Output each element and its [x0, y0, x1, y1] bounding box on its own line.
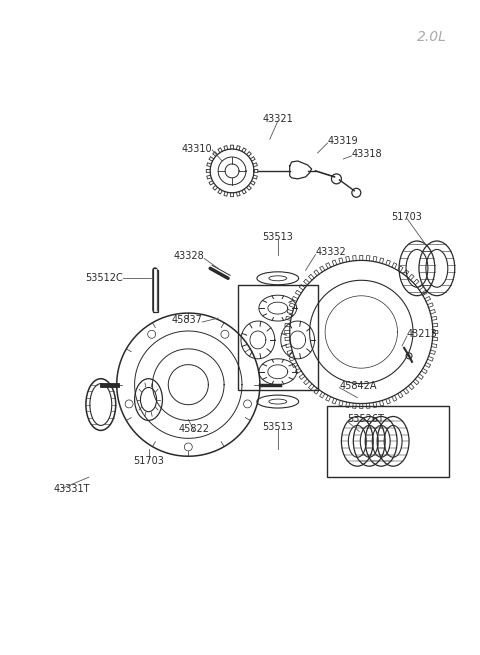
Bar [153, 271, 158, 312]
Text: 53513: 53513 [263, 422, 293, 432]
Text: 43331T: 43331T [53, 484, 90, 494]
Text: 2.0L: 2.0L [417, 29, 447, 44]
Text: 43319: 43319 [327, 136, 358, 146]
Text: 43213: 43213 [407, 329, 438, 339]
Text: 43332: 43332 [315, 248, 346, 257]
Text: 45837: 45837 [171, 315, 202, 325]
Bar [327, 405, 449, 477]
Bar [238, 285, 318, 390]
Text: 43310: 43310 [181, 144, 212, 154]
Text: 43328: 43328 [173, 252, 204, 261]
Text: 53526T: 53526T [348, 415, 384, 424]
Text: 53512C: 53512C [85, 273, 123, 283]
Text: 51703: 51703 [392, 212, 422, 221]
Text: 51703: 51703 [133, 457, 164, 466]
Text: 53513: 53513 [263, 231, 293, 242]
Text: 45822: 45822 [179, 424, 210, 434]
Text: 43321: 43321 [263, 114, 293, 124]
Text: 45842A: 45842A [339, 381, 377, 390]
Text: 43318: 43318 [351, 149, 382, 159]
